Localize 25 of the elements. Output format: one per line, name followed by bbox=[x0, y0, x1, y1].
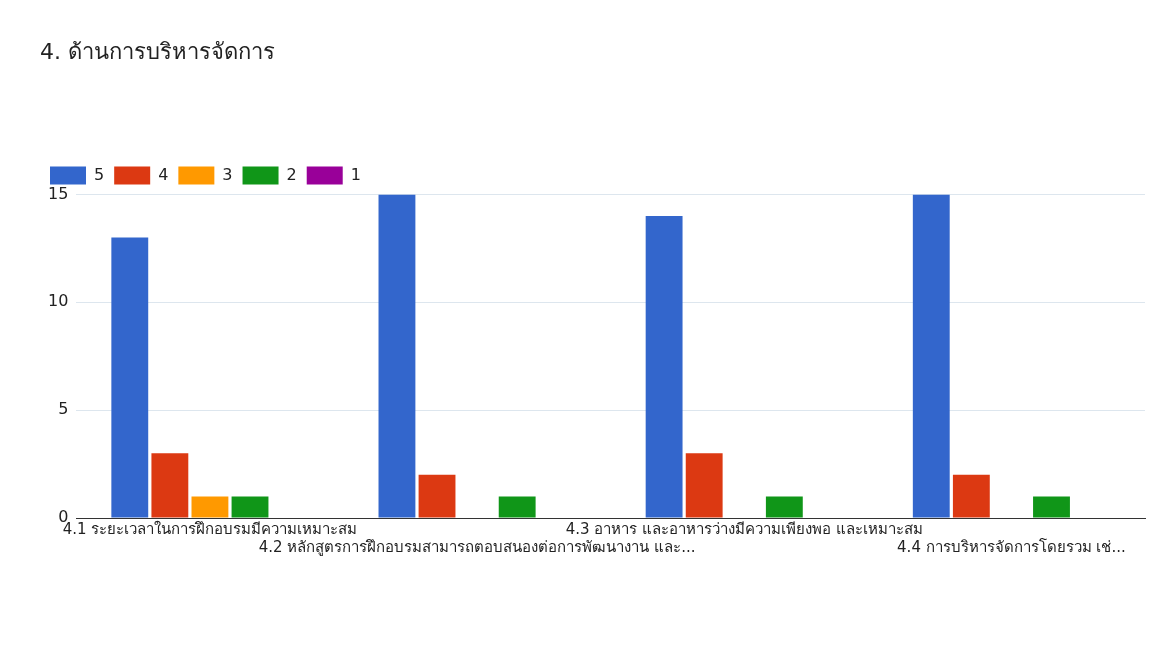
x-tick-label: 4.3 อาหาร และอาหารว่างมีความเพียงพอ และเหมาะสม bbox=[565, 519, 923, 538]
y-tick-label: 15 bbox=[48, 183, 69, 203]
legend-label: 4 bbox=[158, 164, 169, 184]
bar bbox=[912, 194, 950, 518]
legend-label: 1 bbox=[350, 164, 361, 184]
x-tick-label: 4.2 หลักสูตรการฝึกอบรมสามารถตอบสนองต่อการพัฒนางาน และ... bbox=[258, 537, 696, 556]
bar bbox=[952, 474, 990, 518]
bar bbox=[765, 496, 803, 518]
bar bbox=[645, 215, 683, 518]
legend-label: 5 bbox=[94, 164, 105, 184]
bar bbox=[111, 237, 149, 518]
legend-label: 2 bbox=[286, 164, 297, 184]
bar bbox=[378, 194, 416, 518]
bar bbox=[151, 453, 189, 518]
y-tick-label: 5 bbox=[58, 399, 69, 419]
bar bbox=[1033, 496, 1070, 518]
bar bbox=[418, 474, 456, 518]
y-tick-label: 10 bbox=[48, 291, 69, 311]
chart-title: 4. ด้านการบริหารจัดการ bbox=[40, 38, 275, 64]
x-tick-label: 4.4 การบริหารจัดการโดยรวม เช่... bbox=[897, 537, 1126, 556]
bar bbox=[685, 453, 723, 518]
legend-label: 3 bbox=[222, 164, 233, 184]
bar bbox=[498, 496, 536, 518]
bar bbox=[191, 496, 229, 518]
bar bbox=[231, 496, 269, 518]
